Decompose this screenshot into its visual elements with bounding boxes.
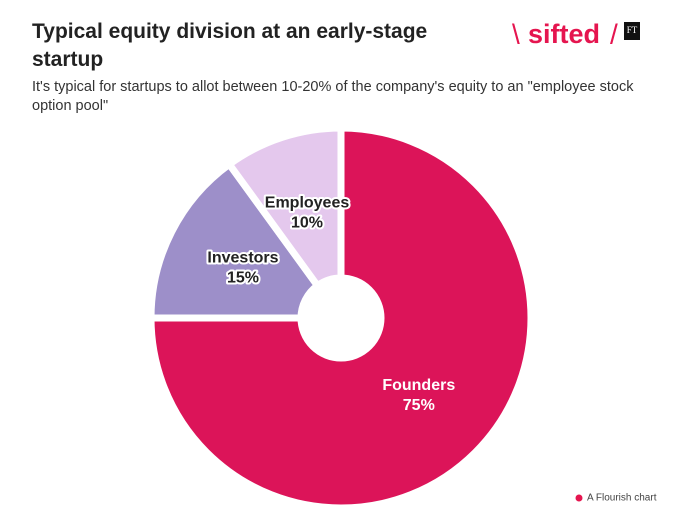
pie-slice — [147, 159, 323, 322]
footer: A Flourish chart — [587, 493, 657, 504]
pie-slice — [224, 124, 345, 291]
logo-slash: \ — [512, 18, 520, 49]
logo-slash: / — [610, 18, 618, 49]
chart-title: Typical equity division at an early-stag… — [32, 20, 428, 71]
footer-icon — [575, 494, 583, 502]
logo: sifted — [528, 19, 600, 49]
slice-value-label: 10% — [291, 215, 323, 232]
slice-label: Founders — [382, 377, 455, 394]
slice-value-label: 75% — [403, 397, 435, 414]
logo-badge-box — [624, 22, 640, 40]
logo-badge: FT — [627, 25, 638, 35]
chart-subtitle: It's typical for startups to allot betwe… — [32, 79, 634, 114]
slice-label: Employees — [265, 195, 350, 212]
slice-label: Investors — [207, 249, 278, 266]
slice-value-label: 15% — [227, 269, 259, 286]
pie-slice — [147, 124, 535, 512]
